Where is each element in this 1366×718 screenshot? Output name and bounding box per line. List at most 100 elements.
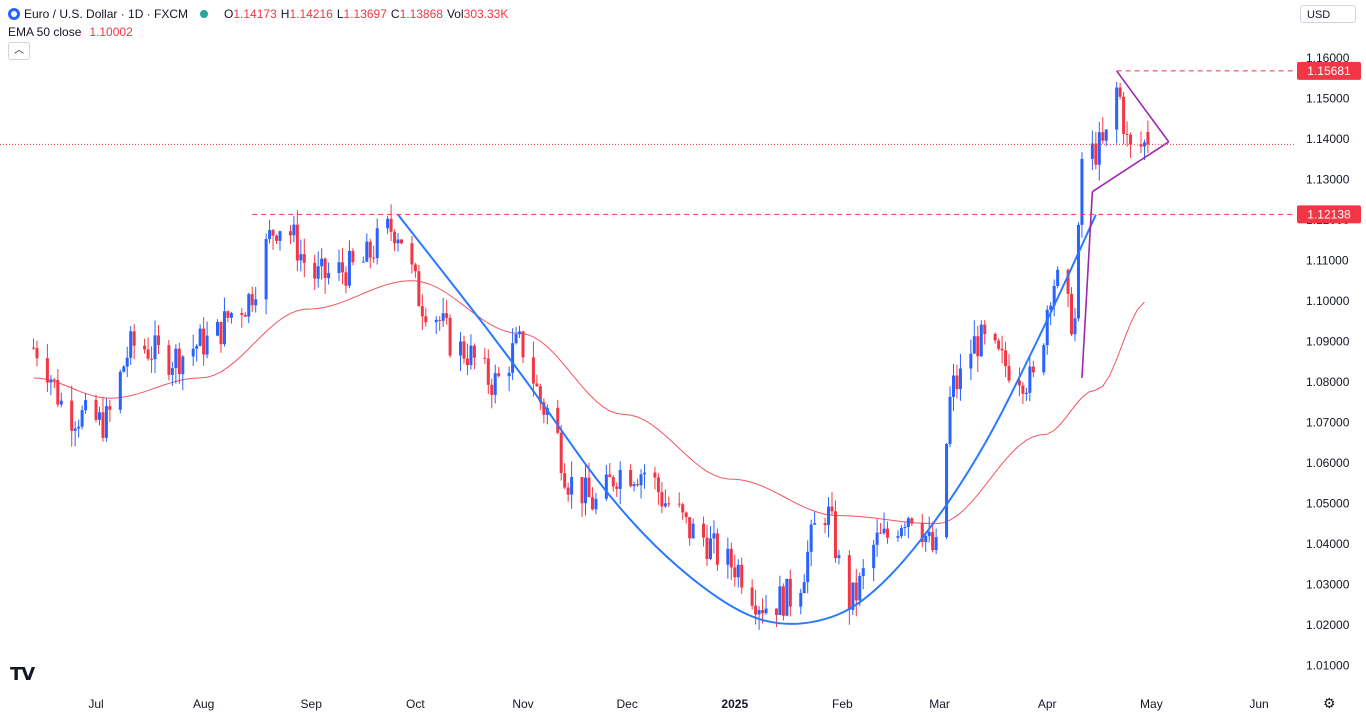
candle-body [629, 469, 633, 487]
symbol-title[interactable]: Euro / U.S. Dollar · 1D · FXCM [24, 7, 189, 21]
candle-body [656, 477, 660, 493]
candle-body [264, 239, 268, 300]
gear-icon[interactable]: ⚙ [1323, 695, 1336, 711]
candle-body [861, 568, 865, 577]
candle-body [563, 473, 567, 488]
candle-body [729, 548, 733, 568]
candle-body [979, 324, 983, 357]
candle-body [559, 432, 563, 474]
candle-body [320, 258, 324, 267]
candle-body [945, 444, 949, 538]
candle-body [858, 576, 862, 601]
y-tick-label: 1.15000 [1306, 92, 1350, 106]
candle-body [1125, 133, 1129, 135]
candle-body [1122, 96, 1126, 134]
candle-body [493, 373, 497, 395]
chevron-up-icon[interactable]: ︿ [8, 42, 30, 60]
candle-body [851, 582, 855, 610]
candle-body [1070, 293, 1074, 335]
candle-body [52, 379, 56, 381]
x-tick-label: Nov [512, 697, 533, 711]
close-value: 1.13868 [399, 7, 443, 21]
candle-body [972, 336, 976, 354]
candle-body [216, 321, 220, 336]
candle-body [368, 241, 372, 258]
candle-body [594, 498, 598, 510]
close-label: C [390, 7, 400, 21]
candle-body [802, 582, 806, 594]
candle-body [931, 532, 935, 551]
candle-body [222, 311, 226, 345]
candle-body [483, 357, 487, 359]
candle-body [1007, 366, 1011, 381]
candle-body [823, 523, 827, 526]
candle-body [70, 400, 74, 431]
candle-body [420, 306, 424, 317]
candle-body [1024, 392, 1028, 394]
candle-body [1139, 144, 1143, 147]
candle-body [611, 477, 615, 487]
candle-body [712, 533, 716, 539]
candle-body [1021, 385, 1025, 394]
currency-select[interactable]: USD [1300, 5, 1356, 23]
symbol-logo-icon [8, 8, 20, 20]
candle-body [806, 551, 810, 583]
cup-curve [397, 214, 1097, 625]
candle-body [486, 358, 490, 385]
candle-body [854, 582, 858, 601]
candle-body [465, 358, 469, 366]
candle-body [1142, 142, 1146, 147]
candle-body [896, 536, 900, 538]
candle-body [438, 319, 442, 321]
y-tick-label: 1.01000 [1306, 659, 1350, 673]
candle-body [788, 578, 792, 607]
candle-body [59, 400, 63, 405]
y-tick-label: 1.13000 [1306, 173, 1350, 187]
legend-ema[interactable]: EMA 50 close 1.10002 [8, 24, 133, 40]
candle-body [1090, 143, 1094, 159]
candle-body [132, 331, 136, 346]
candle-body [413, 264, 417, 272]
candle-body [229, 312, 233, 318]
low-label: L [336, 7, 344, 21]
candle-body [847, 555, 851, 610]
x-tick-label: Jul [88, 697, 103, 711]
candle-body [615, 486, 619, 489]
candle-body [757, 610, 761, 615]
open-value: 1.14173 [233, 7, 277, 21]
candle-body [424, 316, 428, 323]
candle-body [705, 537, 709, 559]
candle-body [691, 523, 695, 539]
candle-body [288, 231, 292, 236]
candle-body [80, 410, 84, 427]
candle-body [459, 341, 463, 356]
candle-body [754, 605, 758, 615]
candle-body [177, 348, 181, 375]
candle-body [681, 504, 685, 513]
candle-body [153, 335, 157, 360]
candle-body [1073, 318, 1077, 335]
candle-body [570, 477, 574, 495]
candle-body [518, 331, 522, 335]
candle-body [643, 472, 647, 475]
candle-body [1042, 345, 1046, 373]
candle-body [556, 407, 560, 433]
candle-body [386, 218, 390, 229]
x-tick-label: Apr [1038, 697, 1057, 711]
candle-body [195, 345, 199, 349]
candle-body [254, 299, 258, 306]
candle-body [299, 254, 303, 261]
candle-body [340, 262, 344, 273]
ema50-line [33, 280, 1145, 525]
candle-body [243, 314, 247, 317]
x-tick-label: Mar [929, 697, 950, 711]
candle-body [590, 497, 594, 510]
candle-body [1017, 380, 1021, 386]
candle-body [56, 380, 60, 405]
candle-body [726, 548, 730, 565]
candle-body [833, 511, 837, 559]
candle-body [1066, 269, 1070, 294]
volume-value: 303.33K [463, 7, 509, 21]
candle-body [639, 474, 643, 486]
